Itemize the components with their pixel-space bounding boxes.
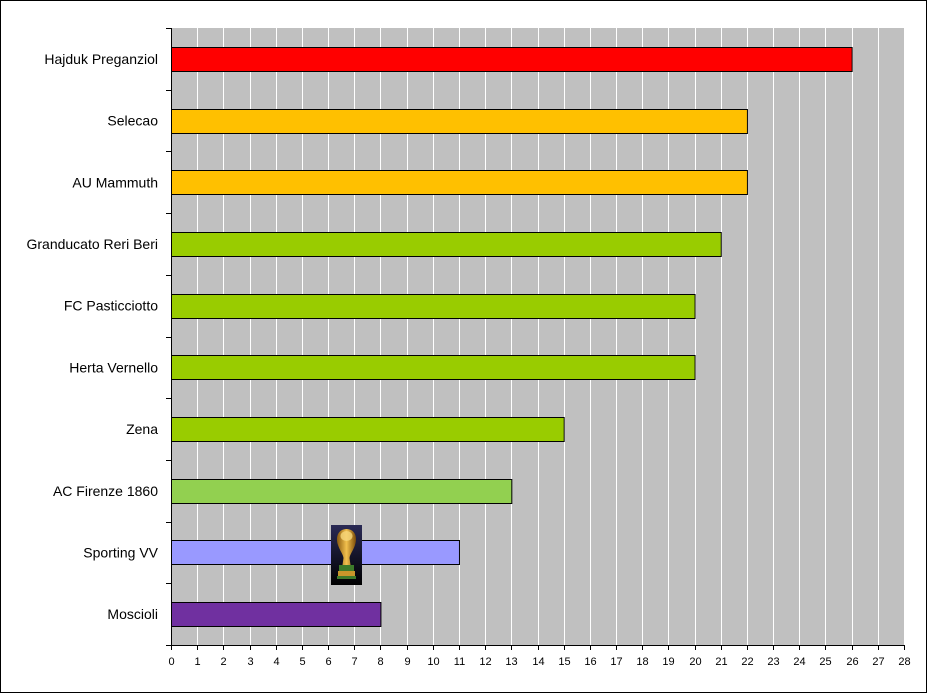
category-label: Moscioli xyxy=(107,606,158,622)
x-tick-label: 0 xyxy=(168,656,174,668)
bar xyxy=(171,294,696,319)
x-tick-label: 6 xyxy=(325,656,331,668)
x-tick-label: 24 xyxy=(793,656,805,668)
x-tick-label: 18 xyxy=(636,656,648,668)
category-labels: Hajduk Preganziol Selecao AU Mammuth Grandu… xyxy=(26,51,158,622)
category-label: AU Mammuth xyxy=(72,174,158,190)
x-tick-label: 11 xyxy=(454,656,465,668)
x-tick-label: 21 xyxy=(715,656,727,668)
category-label: Sporting VV xyxy=(83,544,158,560)
x-tick-label: 5 xyxy=(299,656,305,668)
x-tick-label: 8 xyxy=(377,656,383,668)
x-tick-labels: 0 1 2 3 4 5 6 7 8 9 10 11 12 13 14 15 16 17 18 19 20 21 22 23 24… xyxy=(168,656,910,668)
bar xyxy=(171,417,565,442)
x-tick-label: 7 xyxy=(351,656,357,668)
x-tick-label: 16 xyxy=(584,656,596,668)
x-tick-label: 3 xyxy=(247,656,253,668)
x-tick-label: 28 xyxy=(898,656,910,668)
x-tick-label: 20 xyxy=(689,656,701,668)
x-tick-label: 9 xyxy=(404,656,410,668)
category-label: Granducato Reri Beri xyxy=(26,236,158,252)
x-tick-label: 4 xyxy=(273,656,279,668)
x-tick-label: 14 xyxy=(532,656,544,668)
x-tick-label: 23 xyxy=(767,656,779,668)
x-tick-label: 19 xyxy=(662,656,674,668)
x-tick-label: 1 xyxy=(194,656,200,668)
category-label: FC Pasticciotto xyxy=(64,298,158,314)
category-label: Selecao xyxy=(107,113,158,129)
category-label: AC Firenze 1860 xyxy=(53,483,158,499)
x-tick-label: 27 xyxy=(872,656,884,668)
world-cup-trophy-icon xyxy=(331,525,362,585)
axes xyxy=(166,28,905,650)
bar xyxy=(171,602,382,627)
bar xyxy=(171,109,748,134)
bar xyxy=(171,170,748,195)
bar xyxy=(171,479,513,504)
category-label: Hajduk Preganziol xyxy=(44,51,158,67)
bar xyxy=(171,232,722,257)
category-label: Herta Vernello xyxy=(69,359,158,375)
bar xyxy=(171,47,853,72)
bar xyxy=(171,540,460,565)
x-tick-label: 26 xyxy=(846,656,858,668)
bar xyxy=(171,355,696,380)
x-tick-label: 10 xyxy=(427,656,439,668)
x-tick-label: 17 xyxy=(610,656,622,668)
bars xyxy=(171,47,853,627)
x-tick-label: 15 xyxy=(558,656,570,668)
x-tick-label: 22 xyxy=(741,656,753,668)
x-tick-label: 25 xyxy=(819,656,831,668)
x-tick-label: 2 xyxy=(220,656,226,668)
category-label: Zena xyxy=(126,421,158,437)
x-tick-label: 13 xyxy=(505,656,517,668)
x-tick-label: 12 xyxy=(479,656,491,668)
